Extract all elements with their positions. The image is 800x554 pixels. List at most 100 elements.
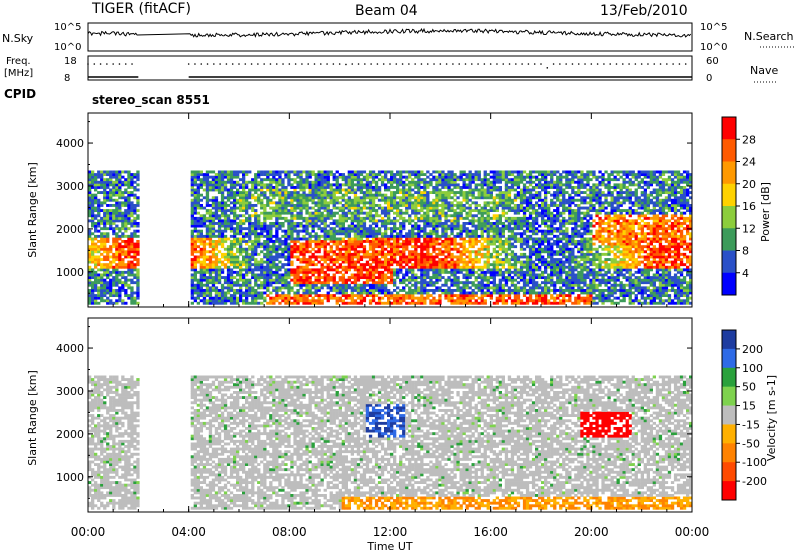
power-cell <box>323 178 327 182</box>
power-cell <box>260 180 264 184</box>
power-cell <box>480 188 484 192</box>
power-cell <box>296 247 300 251</box>
power-cell <box>281 204 285 207</box>
power-cell <box>350 214 354 218</box>
power-cell <box>353 286 358 290</box>
power-cell <box>302 201 306 205</box>
power-cell <box>208 204 213 207</box>
power-cell <box>275 227 279 231</box>
power-cell <box>441 242 445 246</box>
power-cell <box>396 232 400 236</box>
power-cell <box>405 183 409 187</box>
power-cell <box>423 216 427 220</box>
power-cell <box>275 219 279 223</box>
power-cell <box>450 188 454 192</box>
power-cell <box>335 196 339 200</box>
power-cell <box>226 193 231 197</box>
power-cell <box>399 301 403 305</box>
power-cell <box>317 204 321 207</box>
power-cell <box>435 268 439 272</box>
nave-dot <box>515 63 517 65</box>
power-cell <box>109 224 113 228</box>
power-cell <box>483 255 487 259</box>
power-cell <box>350 173 354 176</box>
power-cell <box>468 232 472 236</box>
power-cell <box>350 260 354 264</box>
power-cell <box>423 270 427 274</box>
power-cell <box>115 294 119 297</box>
power-cell <box>320 183 324 187</box>
power-cell <box>275 186 279 189</box>
power-cell <box>251 222 255 225</box>
power-cell <box>317 240 321 243</box>
power-cell <box>287 180 291 184</box>
power-cell <box>217 273 222 277</box>
power-cell <box>233 301 237 305</box>
power-cell <box>223 227 228 231</box>
power-cell <box>468 301 472 305</box>
nave-dot <box>653 63 656 65</box>
power-cell <box>396 296 400 300</box>
power-cell <box>495 178 499 182</box>
power-cell <box>444 242 448 246</box>
power-cell <box>323 222 327 225</box>
power-cell <box>275 289 279 292</box>
nave-dot <box>275 63 278 65</box>
power-cell <box>498 289 502 292</box>
power-cell <box>233 229 237 233</box>
power-cell <box>251 301 255 305</box>
power-cell <box>272 191 276 194</box>
power-cell <box>205 276 210 279</box>
power-cell <box>335 183 339 187</box>
power-cell <box>260 270 264 274</box>
power-cell <box>471 281 475 285</box>
power-cell <box>199 193 203 197</box>
power-cell <box>242 201 246 205</box>
power-cell <box>390 237 394 241</box>
power-cell <box>287 258 291 261</box>
power-cell <box>236 206 240 210</box>
power-cell <box>435 247 439 251</box>
power-cell <box>335 240 339 243</box>
power-cell <box>299 224 303 228</box>
power-cell <box>118 296 122 300</box>
power-cell <box>287 170 291 174</box>
power-cell <box>226 289 231 292</box>
power-cell <box>423 180 427 184</box>
power-cell <box>239 263 243 267</box>
power-cell <box>390 296 394 300</box>
power-cell <box>350 252 354 256</box>
power-cell <box>486 258 490 261</box>
power-cell <box>344 252 348 256</box>
power-cell <box>103 258 107 261</box>
power-cell <box>239 191 243 194</box>
power-cell <box>91 183 95 187</box>
power-cell <box>359 224 364 228</box>
power-cell <box>314 222 318 225</box>
power-cell <box>236 278 240 282</box>
nave-dot <box>445 63 448 65</box>
power-cell <box>426 234 430 238</box>
power-cell <box>112 289 116 292</box>
power-cell <box>362 201 367 205</box>
power-cell <box>444 234 448 238</box>
power-cell <box>193 175 197 179</box>
power-cell <box>323 276 327 279</box>
power-cell <box>450 224 454 228</box>
power-cell <box>390 219 394 223</box>
power-cell <box>347 247 351 251</box>
power-cell <box>408 229 412 233</box>
power-cell <box>353 299 358 303</box>
power-cell <box>284 198 288 202</box>
power-cell <box>94 227 98 231</box>
power-cell <box>429 183 433 187</box>
power-cell <box>393 193 397 197</box>
power-cell <box>480 270 484 274</box>
power-cell <box>483 263 487 267</box>
power-cell <box>441 250 445 254</box>
nsky-tick-top: 10^5 <box>54 22 81 33</box>
power-cell <box>214 273 219 277</box>
power-cell <box>471 268 475 272</box>
power-cell <box>432 170 436 174</box>
nave-dot <box>250 63 253 65</box>
